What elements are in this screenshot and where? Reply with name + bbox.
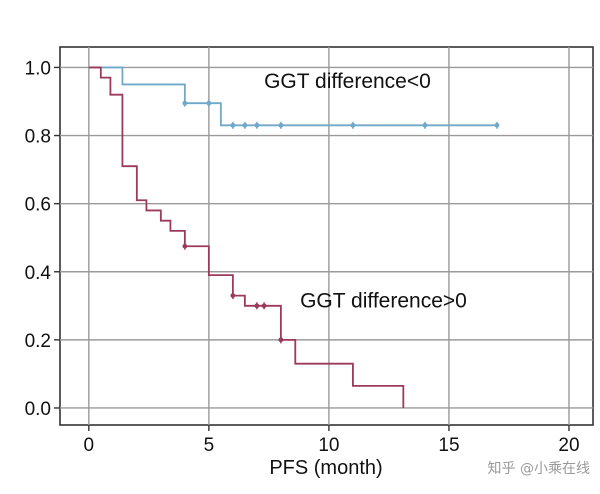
x-axis-title: PFS (month)	[269, 457, 382, 479]
y-tick-label: 0.0	[25, 399, 51, 420]
y-tick-label: 0.2	[25, 331, 51, 352]
plot-frame	[59, 46, 594, 426]
y-axis-ticks: 0.0 0.2 0.4 0.6 0.8 1.0	[25, 58, 60, 420]
x-tick-label: 0	[84, 435, 95, 456]
x-tick-label: 20	[558, 435, 579, 456]
y-tick-label: 1.0	[25, 58, 51, 79]
x-tick-label: 5	[204, 435, 215, 456]
km-curve-series-2	[88, 66, 405, 408]
y-tick-label: 0.8	[25, 127, 51, 148]
y-tick-label: 0.4	[25, 263, 52, 284]
grid-lines	[60, 47, 593, 425]
x-tick-label: 15	[438, 435, 459, 456]
x-tick-label: 10	[318, 435, 339, 456]
annotations: GGT difference<0 GGT difference>0	[264, 70, 467, 313]
series-label-1: GGT difference<0	[264, 70, 431, 93]
km-curve-series-1	[88, 66, 497, 127]
y-tick-label: 0.6	[25, 195, 51, 216]
x-axis-ticks: 0 5 10 15 20	[84, 425, 580, 456]
survival-curves	[88, 66, 500, 408]
series-label-2: GGT difference>0	[300, 290, 467, 313]
watermark: 知乎 @小乘在线	[488, 460, 590, 477]
